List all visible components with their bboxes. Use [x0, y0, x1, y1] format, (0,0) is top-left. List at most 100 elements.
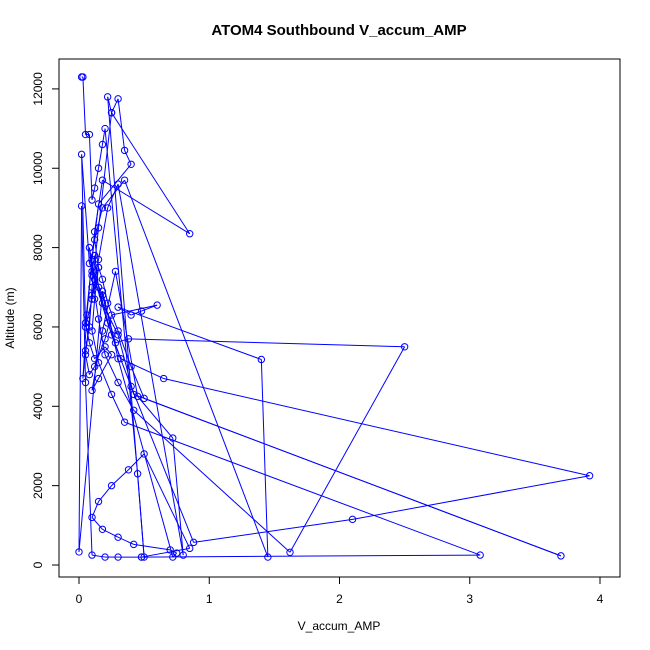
series-segment: [128, 453, 145, 471]
data-point: [140, 553, 148, 561]
data-point: [400, 343, 409, 351]
data-point: [114, 378, 122, 387]
series-segment: [98, 207, 109, 260]
data-point: [557, 552, 565, 560]
data-point: [94, 255, 103, 264]
data-point: [348, 515, 357, 524]
data-point: [81, 351, 90, 359]
series-segment: [163, 378, 590, 477]
data-point: [88, 295, 96, 303]
data-point: [111, 339, 120, 347]
data-point: [130, 540, 138, 549]
data-point: [130, 390, 138, 399]
data-point: [140, 450, 148, 458]
series-segment: [98, 112, 113, 228]
y-tick-label: 4000: [31, 393, 45, 420]
y-axis-label: Altitude (m): [3, 287, 17, 348]
series-segment: [117, 98, 126, 151]
data-point: [189, 538, 198, 547]
series-segment: [78, 205, 83, 552]
series-segment: [81, 154, 87, 327]
series-segment: [91, 378, 99, 391]
series-segment: [85, 259, 93, 324]
data-point: [83, 311, 91, 319]
series-segment: [98, 354, 113, 379]
data-point: [88, 551, 96, 559]
data-point: [114, 180, 122, 188]
data-point: [103, 204, 112, 212]
data-point: [90, 228, 99, 236]
data-point: [172, 549, 181, 557]
series-segment: [91, 187, 96, 201]
data-point: [94, 358, 103, 367]
series-segment: [124, 421, 481, 556]
data-point: [186, 544, 194, 553]
data-point: [114, 354, 122, 363]
data-point: [114, 553, 122, 561]
y-tick-label: 10000: [31, 151, 45, 185]
data-point: [114, 95, 122, 103]
data-point: [127, 160, 135, 168]
data-point: [169, 434, 177, 442]
data-point: [169, 553, 177, 561]
data-point: [114, 327, 122, 335]
series-segment: [117, 334, 135, 395]
data-point: [85, 323, 94, 331]
data-point: [98, 327, 107, 335]
data-point: [120, 146, 129, 155]
data-point: [124, 466, 133, 474]
chart-title: ATOM4 Southbound V_accum_AMP: [211, 22, 466, 39]
data-point: [101, 124, 109, 133]
data-point: [127, 311, 135, 319]
data-point: [81, 378, 90, 387]
data-point: [107, 311, 116, 319]
data-point: [111, 267, 120, 276]
series-segment: [91, 203, 100, 260]
series-segment: [193, 518, 353, 543]
series-segment: [111, 98, 119, 113]
data-point: [133, 470, 142, 478]
x-tick-label: 3: [466, 592, 473, 606]
series-segment: [172, 552, 178, 558]
data-point: [90, 251, 99, 260]
series-segment: [117, 184, 184, 556]
series-segment: [101, 279, 109, 304]
data-point: [90, 362, 99, 371]
data-point: [85, 259, 94, 268]
series-segment: [85, 299, 93, 328]
series-segment: [130, 310, 142, 316]
data-point: [94, 374, 103, 383]
series-segment: [111, 304, 158, 316]
series-segment: [89, 366, 96, 375]
data-point: [140, 394, 148, 403]
data-point: [103, 299, 112, 307]
data-point: [94, 200, 103, 208]
series-segment: [141, 547, 190, 558]
series-segment: [260, 359, 269, 558]
series-segment: [111, 112, 191, 234]
x-axis-label: V_accum_AMP: [298, 619, 381, 633]
series-segment: [98, 362, 113, 395]
data-point: [133, 392, 142, 401]
data-point: [98, 176, 107, 184]
series-segment: [130, 386, 195, 543]
data-point: [98, 204, 107, 212]
data-point: [130, 406, 138, 414]
data-point: [107, 481, 116, 490]
y-tick-label: 0: [31, 561, 45, 568]
series-segment: [82, 76, 87, 135]
x-axis: 0 1 2 3 4: [76, 576, 604, 606]
series-segment: [120, 358, 164, 379]
data-point: [94, 315, 103, 323]
series-segment: [98, 144, 103, 169]
series-segment: [104, 354, 119, 383]
series-segment: [124, 150, 132, 165]
data-point: [107, 109, 116, 117]
y-tick-label: 6000: [31, 313, 45, 340]
data-point: [124, 335, 133, 343]
series-segment: [137, 396, 174, 439]
data-point: [94, 263, 103, 272]
data-point: [88, 196, 96, 204]
data-point: [85, 370, 94, 379]
